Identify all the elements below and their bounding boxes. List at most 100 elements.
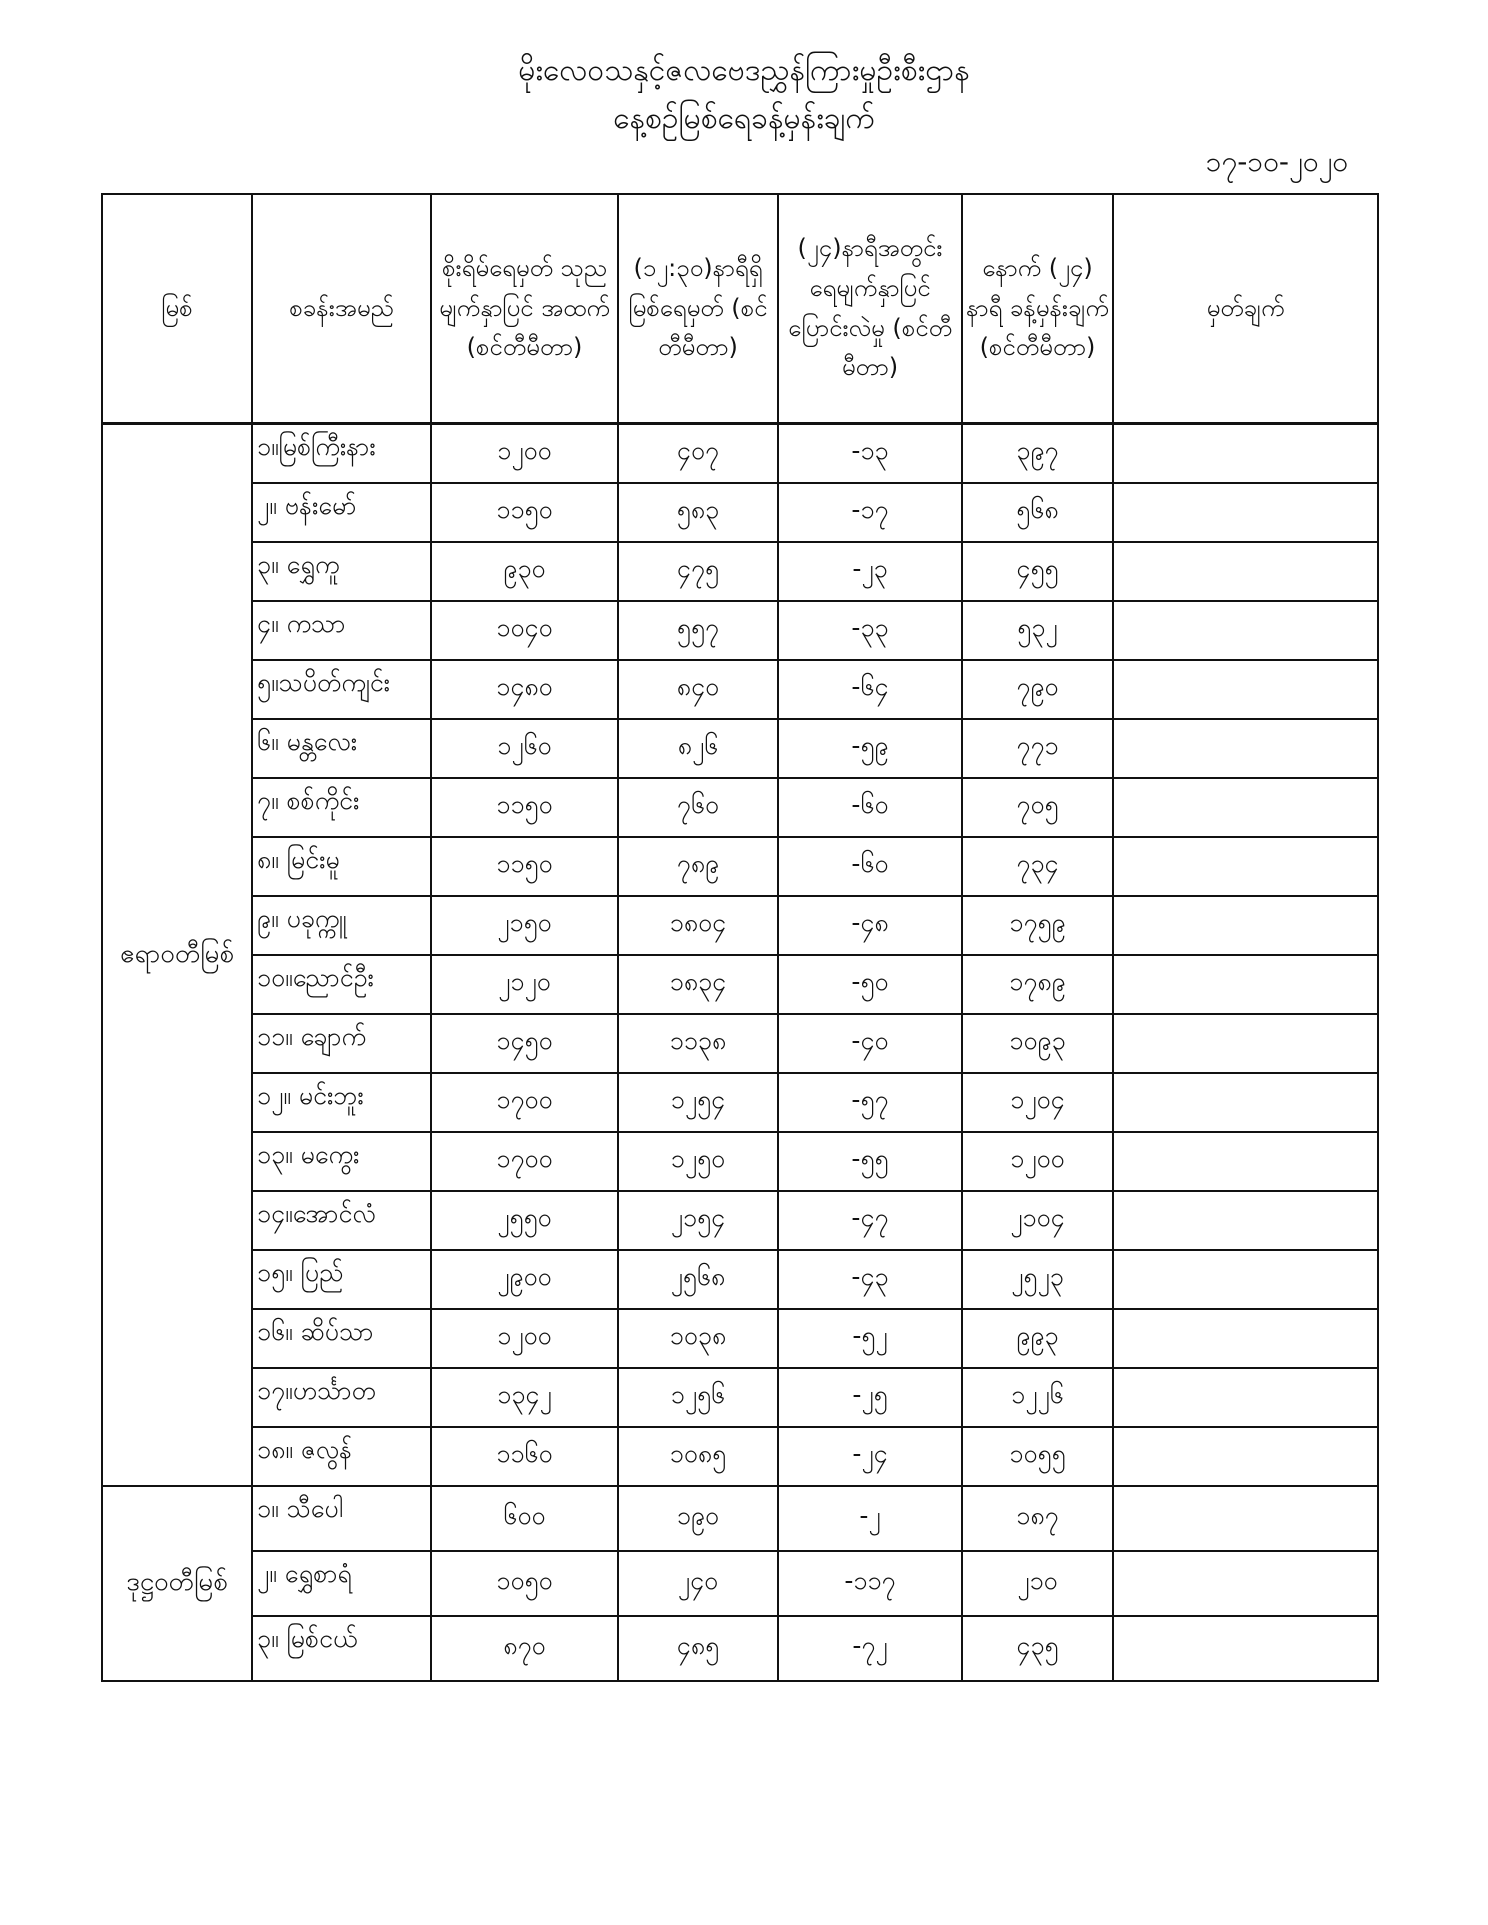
forecast: ၄၅၅ <box>961 541 1114 602</box>
current-level: ၇၆၀ <box>617 777 779 838</box>
current-level: ၂၄၀ <box>617 1550 779 1617</box>
forecast: ၁၂၀၄ <box>961 1072 1114 1133</box>
change-24h: -၄၀ <box>777 1013 963 1074</box>
col-header-remarks: မှတ်ချက် <box>1112 193 1379 425</box>
remarks <box>1112 1131 1379 1192</box>
change-24h: -၆၄ <box>777 659 963 720</box>
forecast: ၇၇၁ <box>961 718 1114 779</box>
change-24h: -၂၅ <box>777 1367 963 1428</box>
remarks <box>1112 600 1379 661</box>
report-date: ၁၇-၁၀-၂၀၂၀ <box>1205 145 1348 178</box>
forecast: ၂၅၂၃ <box>961 1249 1114 1310</box>
change-24h: -၃၃ <box>777 600 963 661</box>
danger-level: ၂၁၅၀ <box>430 895 619 956</box>
danger-level: ၁၂၀၀ <box>430 1308 619 1369</box>
col-header-24h-change: (၂၄)နာရီအတွင်း ရေမျက်နှာပြင် ပြောင်းလဲမှ… <box>777 193 963 425</box>
current-level: ၁၂၅၀ <box>617 1131 779 1192</box>
station-name: ၁၁။ ချောက် <box>251 1013 432 1074</box>
forecast: ၅၆၈ <box>961 482 1114 543</box>
forecast: ၁၂၂၆ <box>961 1367 1114 1428</box>
danger-level: ၈၇၀ <box>430 1615 619 1682</box>
table-row: ၁၅။ ပြည် ၂၉၀၀ ၂၅၆၈ -၄၃ ၂၅၂၃ <box>102 1249 1379 1310</box>
table-row: ၆။ မန္တလေး ၁၂၆၀ ၈၂၆ -၅၉ ၇၇၁ <box>102 718 1379 779</box>
danger-level: ၂၁၂၀ <box>430 954 619 1015</box>
danger-level: ၁၃၄၂ <box>430 1367 619 1428</box>
table-row: ဒုဋ္ဌဝတီမြစ် ၁။ သီပေါ ၆၀၀ ၁၉၀ -၂ ၁၈၇ <box>101 1485 1379 1682</box>
station-name: ၁၄။အောင်လံ <box>251 1190 432 1251</box>
change-24h: -၂၄ <box>777 1426 963 1487</box>
station-name: ၁၇။ဟင်္သာတ <box>251 1367 432 1428</box>
remarks <box>1112 1072 1379 1133</box>
change-24h: -၆၀ <box>777 777 963 838</box>
table-row: ၉။ ပခုက္ကူ ၂၁၅၀ ၁၈၀၄ -၄၈ ၁၇၅၉ <box>102 895 1379 956</box>
danger-level: ၁၂၀၀ <box>430 422 619 484</box>
remarks <box>1112 954 1379 1015</box>
table-row: ၁၄။အောင်လံ ၂၅၅၀ ၂၁၅၄ -၄၇ ၂၁၀၄ <box>102 1190 1379 1251</box>
current-level: ၈၄၀ <box>617 659 779 720</box>
forecast: ၁၀၉၃ <box>961 1013 1114 1074</box>
change-24h: -၂၃ <box>777 541 963 602</box>
danger-level: ၁၄၅၀ <box>430 1013 619 1074</box>
forecast: ၇၃၄ <box>961 836 1114 897</box>
col-header-current-level: (၁၂:၃၀)နာရီရှိ မြစ်ရေမှတ် (စင်တီမီတာ) <box>617 193 779 425</box>
remarks <box>1112 541 1379 602</box>
forecast: ၁၀၅၅ <box>961 1426 1114 1487</box>
forecast: ၂၁၀၄ <box>961 1190 1114 1251</box>
change-24h: -၅၉ <box>777 718 963 779</box>
col-header-forecast: နောက် (၂၄) နာရီ ခန့်မှန်းချက် (စင်တီမီတာ… <box>961 193 1114 425</box>
forecast: ၅၃၂ <box>961 600 1114 661</box>
station-name: ၁၈။ ဇလွန် <box>251 1426 432 1487</box>
danger-level: ၁၁၅၀ <box>430 482 619 543</box>
change-24h: -၂ <box>777 1485 963 1552</box>
station-name: ၃။ ရွှေကူ <box>251 541 432 602</box>
table-row: ၄။ ကသာ ၁၀၄၀ ၅၅၇ -၃၃ ၅၃၂ <box>102 600 1379 661</box>
table-row: ၈။ မြင်းမူ ၁၁၅၀ ၇၈၉ -၆၀ ၇၃၄ <box>102 836 1379 897</box>
current-level: ၁၁၃၈ <box>617 1013 779 1074</box>
change-24h: -၄၇ <box>777 1190 963 1251</box>
current-level: ၁၂၅၆ <box>617 1367 779 1428</box>
current-level: ၁၉၀ <box>617 1485 779 1552</box>
table-row: ၁၀။ညောင်ဦး ၂၁၂၀ ၁၈၃၄ -၅၀ ၁၇၈၉ <box>102 954 1379 1015</box>
danger-level: ၁၂၆၀ <box>430 718 619 779</box>
remarks <box>1112 777 1379 838</box>
change-24h: -၅၀ <box>777 954 963 1015</box>
current-level: ၈၂၆ <box>617 718 779 779</box>
change-24h: -၄၃ <box>777 1249 963 1310</box>
table-row: ၁၃။ မကွေး ၁၇၀၀ ၁၂၅၀ -၅၅ ၁၂၀၀ <box>102 1131 1379 1192</box>
change-24h: -၅၅ <box>777 1131 963 1192</box>
change-24h: -၁၁၇ <box>777 1550 963 1617</box>
station-name: ၁၀။ညောင်ဦး <box>251 954 432 1015</box>
col-header-danger-level: စိုးရိမ်ရေမှတ် သုညမျက်နှာပြင် အထက် (စင်တ… <box>430 193 619 425</box>
remarks <box>1112 659 1379 720</box>
station-name: ၆။ မန္တလေး <box>251 718 432 779</box>
remarks <box>1112 1249 1379 1310</box>
remarks <box>1112 836 1379 897</box>
table-row: ၁၈။ ဇလွန် ၁၁၆၀ ၁၀၈၅ -၂၄ ၁၀၅၅ <box>102 1426 1379 1487</box>
current-level: ၁၂၅၄ <box>617 1072 779 1133</box>
page-subtitle: နေ့စဉ်မြစ်ရေခန့်မှန်းချက် <box>613 101 875 136</box>
forecast: ၄၃၅ <box>961 1615 1114 1682</box>
danger-level: ၂၅၅၀ <box>430 1190 619 1251</box>
danger-level: ၁၇၀၀ <box>430 1072 619 1133</box>
remarks <box>1112 718 1379 779</box>
current-level: ၁၈၀၄ <box>617 895 779 956</box>
table-row: ၂။ ရွှေစာရံ ၁၀၅၀ ၂၄၀ -၁၁၇ ၂၁၀ <box>102 1550 1379 1617</box>
change-24h: -၅၇ <box>777 1072 963 1133</box>
forecast: ၁၇၅၉ <box>961 895 1114 956</box>
station-name: ၉။ ပခုက္ကူ <box>251 895 432 956</box>
change-24h: -၁၃ <box>777 422 963 484</box>
current-level: ၅၈၃ <box>617 482 779 543</box>
table-row: ၁၇။ဟင်္သာတ ၁၃၄၂ ၁၂၅၆ -၂၅ ၁၂၂၆ <box>102 1367 1379 1428</box>
danger-level: ၁၁၅၀ <box>430 836 619 897</box>
river-name: ဒုဋ္ဌဝတီမြစ် <box>101 1485 253 1682</box>
current-level: ၄၈၅ <box>617 1615 779 1682</box>
table-row: ၇။ စစ်ကိုင်း ၁၁၅၀ ၇၆၀ -၆၀ ၇၀၅ <box>102 777 1379 838</box>
table-row: ၁၁။ ချောက် ၁၄၅၀ ၁၁၃၈ -၄၀ ၁၀၉၃ <box>102 1013 1379 1074</box>
station-name: ၁၃။ မကွေး <box>251 1131 432 1192</box>
remarks <box>1112 1013 1379 1074</box>
table-row: ဧရာဝတီမြစ် ၁။မြစ်ကြီးနား ၁၂၀၀ ၄၀၇ -၁၃ ၃၉၇ <box>101 422 1379 1487</box>
station-name: ၂။ ဗန်းမော် <box>251 482 432 543</box>
remarks <box>1112 422 1379 484</box>
current-level: ၅၅၇ <box>617 600 779 661</box>
table-row: ၃။ မြစ်ငယ် ၈၇၀ ၄၈၅ -၇၂ ၄၃၅ <box>102 1615 1379 1682</box>
